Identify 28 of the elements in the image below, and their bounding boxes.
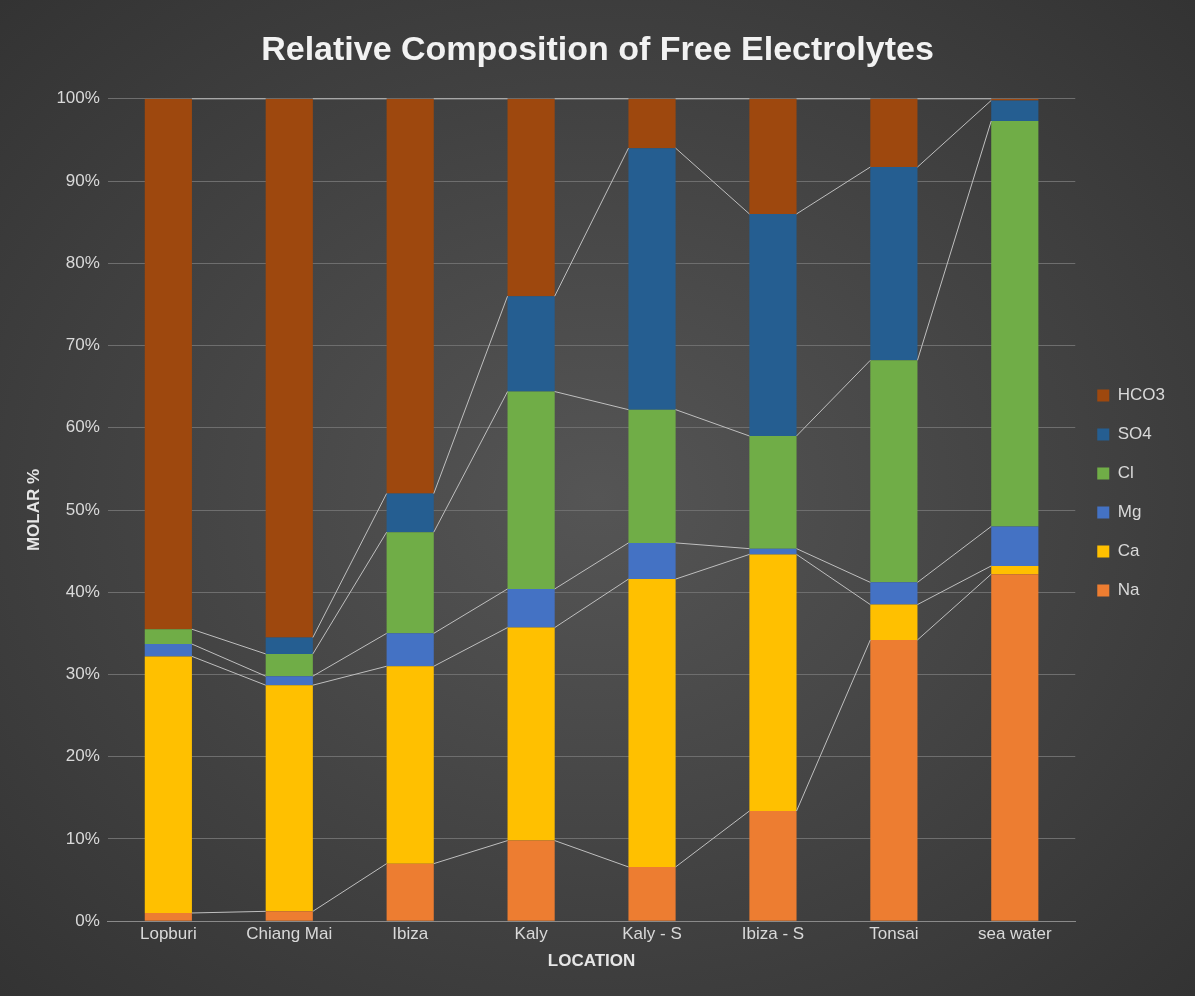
legend-label: Ca [1117,541,1141,561]
x-axis-title: LOCATION [547,951,636,971]
legend-label: SO4 [1117,424,1152,444]
x-tick-label: Chiang Mai [246,924,333,944]
y-tick-label: 20% [65,746,100,766]
y-tick-label: 90% [65,170,100,190]
y-tick-label: 0% [75,910,100,930]
legend-label: Cl [1117,463,1134,483]
y-tick-label: 30% [65,664,100,684]
y-tick-label: 40% [65,581,100,601]
x-tick-label: Lopburi [139,924,197,944]
x-tick-label: Ibiza [392,924,429,944]
legend-label: Na [1117,580,1141,600]
x-tick-label: Ibiza - S [741,924,805,944]
x-tick-label: sea water [977,924,1052,944]
y-tick-label: 100% [56,88,100,108]
x-tick-label: Kaly - S [622,924,682,944]
legend-label: HCO3 [1117,385,1165,405]
y-tick-label: 10% [65,828,100,848]
chart-title: Relative Composition of Free Electrolytes [261,28,934,67]
x-tick-label: Kaly [514,924,549,944]
y-tick-label: 70% [65,335,100,355]
y-tick-label: 50% [65,499,100,519]
y-tick-label: 80% [65,252,100,272]
y-tick-label: 60% [65,417,100,437]
x-tick-label: Tonsai [869,924,919,944]
y-axis-title: MOLAR % [23,468,43,552]
legend-label: Mg [1117,502,1142,522]
